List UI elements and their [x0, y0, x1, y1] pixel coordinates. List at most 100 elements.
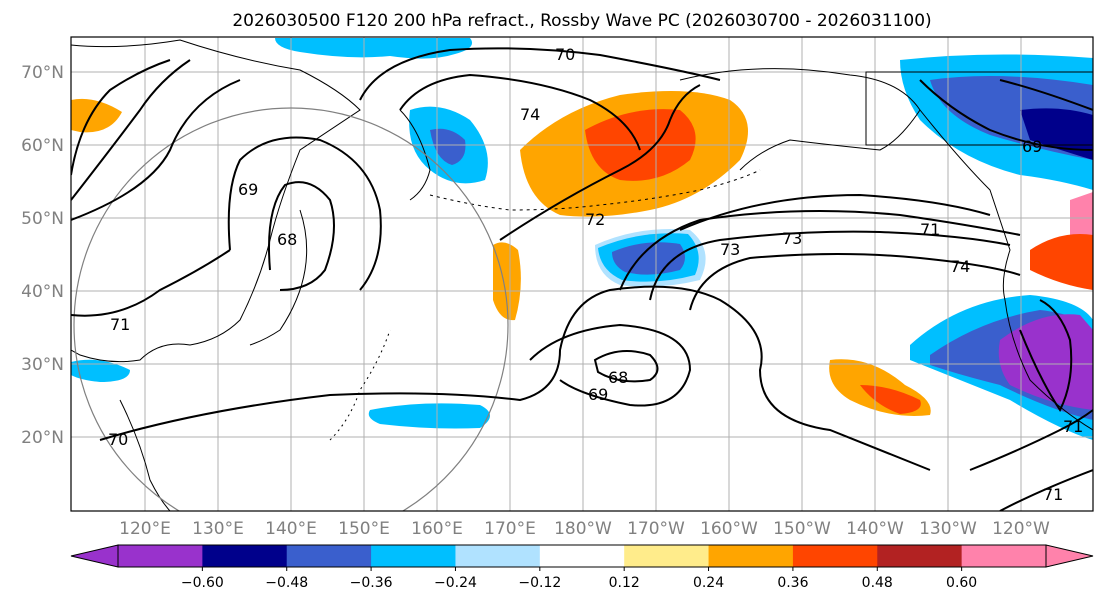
colorbar-segment [708, 545, 794, 567]
figure-title: 2026030500 F120 200 hPa refract., Rossby… [232, 11, 931, 31]
contour-label: 68 [608, 368, 628, 387]
colorbar-tick-label: 0.36 [777, 575, 808, 591]
contour-label: 70 [108, 430, 128, 449]
lon-label: 160°W [700, 519, 758, 539]
colorbar-tick-label: 0.60 [946, 575, 977, 591]
contour-69-south [529, 323, 692, 407]
contour-73-central [649, 230, 1011, 301]
shade-orange-west [71, 98, 122, 133]
coast-kamchatka [399, 109, 431, 201]
colorbar-frame [117, 544, 1047, 568]
shade-navy-japan [430, 128, 466, 165]
contour-69-east [679, 193, 991, 231]
colorbar-tick-label: −0.60 [181, 575, 224, 591]
contour-label: 73 [720, 240, 740, 259]
contour-74-central [689, 253, 1021, 311]
colorbar-segment [877, 545, 963, 567]
contour-label: 71 [110, 315, 130, 334]
shade-orange-east-edge [1030, 234, 1093, 290]
coast-namerica [1004, 299, 1093, 431]
shade-lightblue-south [368, 403, 490, 429]
coast-dateline-islands [329, 329, 391, 441]
lat-label: 70°N [21, 63, 64, 83]
contour-74-west [71, 59, 171, 176]
colorbar-segments [118, 545, 1047, 567]
refractivity-contours [71, 47, 1093, 511]
shade-orange-midpacific [493, 242, 521, 321]
latitude-labels: 70°N 60°N 50°N 40°N 30°N 20°N [21, 63, 64, 448]
lat-label: 60°N [21, 136, 64, 156]
lon-label: 150°W [773, 519, 831, 539]
contour-label: 74 [950, 257, 970, 276]
lon-label: 160°E [411, 519, 463, 539]
colorbar-tick-label: −0.12 [518, 575, 561, 591]
lon-label: 120°W [992, 519, 1050, 539]
contour-label: 73 [782, 229, 802, 248]
lat-label: 40°N [21, 282, 64, 302]
colorbar-tick-label: 0.12 [609, 575, 640, 591]
colorbar-segment [118, 545, 203, 567]
contour-label: 69 [238, 180, 258, 199]
shade-blue-small-west [71, 359, 130, 382]
contour-71-southeast [969, 409, 1093, 471]
lon-label: 150°E [338, 519, 390, 539]
colorbar-tick-label: −0.24 [434, 575, 477, 591]
contour-south-east-loops [1019, 299, 1073, 412]
contour-label: 71 [920, 220, 940, 239]
coast-canada [919, 109, 1011, 301]
shade-blue-north [275, 38, 473, 59]
map-frame [70, 36, 1094, 512]
colorbar-segment [624, 545, 710, 567]
contour-labels: 70 74 69 68 71 72 73 74 68 69 70 71 69 7… [108, 45, 1083, 504]
coast-philippines [119, 399, 171, 511]
region-box [865, 71, 1093, 146]
radius-circle [73, 107, 509, 511]
colorbar-segment [286, 545, 372, 567]
coast-asia [71, 39, 361, 363]
contour-71-west [71, 79, 241, 221]
lon-label: 130°E [192, 519, 244, 539]
contour-label: 71 [1043, 485, 1063, 504]
colorbar-segment [539, 545, 625, 567]
contour-71-central [619, 210, 1021, 291]
contour-label: 74 [520, 105, 540, 124]
contour-70-northeast [999, 79, 1093, 111]
contour-label: 69 [588, 385, 608, 404]
contour-label: 72 [585, 210, 605, 229]
lon-label: 140°W [846, 519, 904, 539]
colorbar-tick-label: −0.48 [265, 575, 308, 591]
contour-71-main [71, 249, 231, 317]
colorbar-segment [792, 545, 878, 567]
contour-label: 68 [277, 230, 297, 249]
map-panel: 70 74 69 68 71 72 73 74 68 69 70 71 69 7… [21, 36, 1094, 539]
coastlines [71, 39, 1093, 511]
lat-label: 20°N [21, 428, 64, 448]
lat-label: 30°N [21, 355, 64, 375]
colorbar-segment [371, 545, 456, 567]
contour-71-se-bottom [999, 469, 1093, 511]
contour-74-north [399, 73, 641, 151]
lon-label: 120°E [119, 519, 171, 539]
colorbar-ticks: −0.60 −0.48 −0.36 −0.24 −0.12 0.12 0.24 0.36 0.4… [181, 567, 977, 591]
colorbar-tick-label: 0.48 [862, 575, 893, 591]
colorbar: −0.60 −0.48 −0.36 −0.24 −0.12 0.12 0.24 0.36 0.4… [70, 544, 1094, 591]
colorbar-extend-high [1045, 544, 1094, 568]
contour-label: 69 [1022, 137, 1042, 156]
coast-alaska [679, 68, 921, 171]
lon-label: 140°E [265, 519, 317, 539]
lon-label: 170°W [627, 519, 685, 539]
lat-label: 50°N [21, 209, 64, 229]
colorbar-segment [455, 545, 541, 567]
lon-label: 180°W [554, 519, 612, 539]
map-content: 70 74 69 68 71 72 73 74 68 69 70 71 69 7… [71, 37, 1093, 511]
contour-label: 71 [1063, 417, 1083, 436]
contour-72-west [71, 59, 191, 201]
colorbar-extend-low [70, 544, 119, 568]
lon-label: 130°W [919, 519, 977, 539]
contour-68-japan [268, 181, 335, 291]
colorbar-tick-label: −0.36 [350, 575, 393, 591]
contour-70-south [99, 285, 931, 471]
contour-70-north [359, 47, 721, 101]
contour-69-northeast [919, 79, 1093, 151]
